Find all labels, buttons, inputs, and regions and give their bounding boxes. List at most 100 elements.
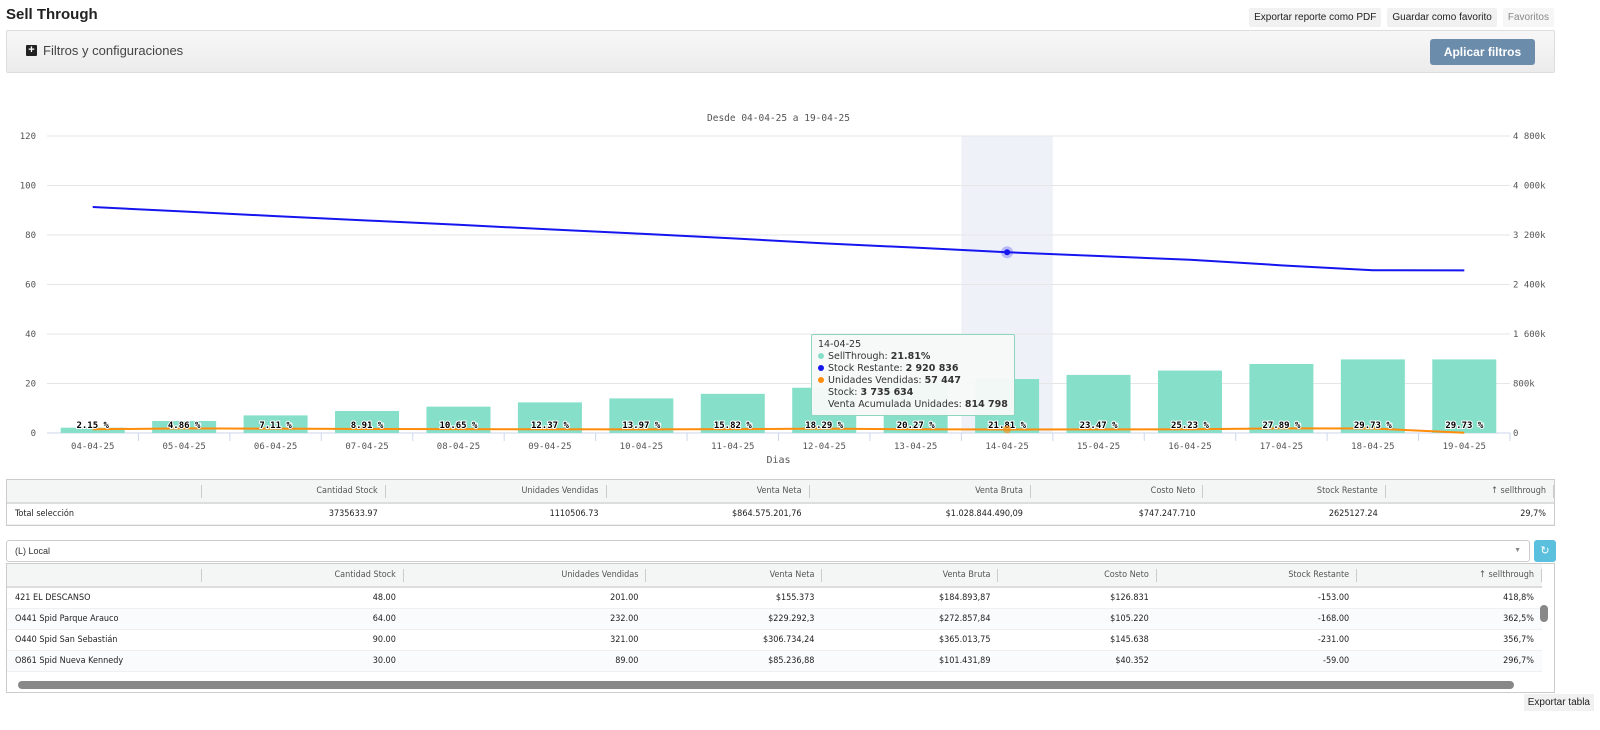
column-header[interactable]: Venta Bruta [809, 480, 1031, 504]
column-header[interactable]: Venta Neta [606, 480, 810, 504]
units-hover-point [1003, 425, 1012, 434]
x-axis-title: Dias [766, 455, 790, 466]
apply-filters-button[interactable]: Aplicar filtros [1430, 39, 1535, 65]
sellthrough-bar [1157, 370, 1222, 433]
right-tick-label: 3 200k [1513, 231, 1546, 241]
column-header[interactable]: ↑ sellthrough [1357, 564, 1542, 588]
x-tick-label: 19-04-25 [1443, 442, 1486, 452]
bar-data-label: 29.73 % [1445, 421, 1484, 431]
favorites-button[interactable]: Favoritos [1502, 8, 1554, 27]
vertical-scrollbar[interactable] [1540, 605, 1548, 622]
x-tick-label: 13-04-25 [894, 442, 937, 452]
sellthrough-bar [335, 410, 400, 433]
column-header[interactable]: Stock Restante [1156, 564, 1358, 588]
table-cell: $145.638 [998, 629, 1157, 651]
group-select[interactable]: (L) Local ▼ [6, 540, 1530, 562]
x-tick-label: 09-04-25 [528, 442, 571, 452]
table-row[interactable]: O440 Spid San Sebastián 90.00 321.00 $306.7… [7, 629, 1542, 651]
bar-data-label: 8.91 % [351, 421, 384, 431]
horizontal-scrollbar[interactable] [18, 681, 1514, 689]
column-header[interactable]: Cantidad Stock [202, 480, 386, 504]
tooltip-label: Unidades Vendidas: [828, 375, 925, 386]
bar-data-label: 2.15 % [76, 421, 109, 431]
right-tick-label: 4 000k [1513, 182, 1546, 192]
right-tick-label: 2 400k [1513, 281, 1546, 291]
table-cell: O861 Spid Nueva Kennedy [7, 650, 202, 672]
bar-data-label: 12.37 % [531, 421, 570, 431]
table-cell: 89.00 [403, 650, 647, 672]
column-header[interactable]: Venta Bruta [822, 564, 999, 588]
bar-data-label: 25.23 % [1171, 421, 1210, 431]
column-header[interactable]: Unidades Vendidas [403, 564, 647, 588]
chevron-down-icon: ▼ [1514, 547, 1521, 554]
save-favorite-button[interactable]: Guardar como favorito [1387, 8, 1497, 27]
table-cell: $105.220 [998, 608, 1157, 630]
right-tick-label: 0 [1513, 429, 1518, 439]
tooltip-label: SellThrough: [828, 351, 891, 362]
left-tick-label: 0 [31, 429, 36, 439]
column-header[interactable]: Costo Neto [998, 564, 1157, 588]
table-cell: $85.236,88 [646, 650, 823, 672]
left-tick-label: 100 [20, 182, 36, 192]
chart-title: Desde 04-04-25 a 19-04-25 [707, 113, 850, 124]
table-cell: $272.857,84 [822, 608, 999, 630]
tooltip-value: 57 447 [924, 375, 961, 386]
column-header[interactable]: ↑ sellthrough [1385, 480, 1554, 504]
left-tick-label: 40 [25, 330, 36, 340]
table-cell: 64.00 [202, 608, 404, 630]
column-header[interactable] [7, 564, 202, 588]
column-header-label: Venta Bruta [942, 570, 991, 580]
x-tick-label: 14-04-25 [985, 442, 1028, 452]
filters-panel: + Filtros y configuraciones Aplicar filtr… [6, 30, 1555, 73]
export-pdf-button[interactable]: Exportar reporte como PDF [1249, 8, 1382, 27]
column-header-label: Venta Neta [756, 486, 802, 496]
x-tick-label: 07-04-25 [345, 442, 388, 452]
reset-button[interactable]: ↻ [1534, 540, 1556, 562]
column-header-label: Cantidad Stock [316, 486, 378, 496]
table-cell: 418,8% [1357, 587, 1542, 609]
table-cell: -59.00 [1156, 650, 1358, 672]
sellthrough-bar [1066, 374, 1131, 433]
right-tick-label: 4 800k [1513, 132, 1546, 142]
column-header[interactable]: Stock Restante [1203, 480, 1386, 504]
x-tick-label: 06-04-25 [254, 442, 297, 452]
table-cell: 232.00 [403, 608, 647, 630]
x-tick-label: 17-04-25 [1260, 442, 1303, 452]
x-tick-label: 15-04-25 [1077, 442, 1120, 452]
tooltip-value: 21.81% [890, 351, 931, 362]
table-cell: $155.373 [646, 587, 823, 609]
table-cell: 48.00 [202, 587, 404, 609]
detail-table: Cantidad Stock Unidades Vendidas Venta Net… [6, 563, 1555, 693]
tooltip-label: Stock: [828, 387, 861, 398]
sellthrough-dot-icon [818, 353, 824, 359]
right-tick-label: 800k [1513, 380, 1535, 390]
tooltip-label: Venta Acumulada Unidades: [828, 399, 965, 410]
filters-toggle[interactable]: + Filtros y configuraciones [26, 43, 183, 58]
table-row[interactable]: 421 EL DESCANSO 48.00 201.00 $155.373 $184.8… [7, 587, 1542, 609]
summary-cell: 29,7% [1385, 503, 1554, 525]
group-select-value: (L) Local [15, 546, 51, 556]
left-tick-label: 80 [25, 231, 36, 241]
column-header[interactable]: Cantidad Stock [202, 564, 404, 588]
column-header[interactable] [7, 480, 202, 504]
table-cell: $101.431,89 [822, 650, 999, 672]
tooltip-date: 14-04-25 [818, 339, 862, 350]
table-row[interactable]: O441 Spid Parque Arauco 64.00 232.00 $229.2… [7, 608, 1542, 630]
column-header[interactable]: Costo Neto [1030, 480, 1204, 504]
column-header[interactable]: Venta Neta [646, 564, 823, 588]
export-table-button[interactable]: Exportar tabla [1523, 694, 1594, 711]
column-header-label: Venta Neta [769, 570, 815, 580]
bar-data-label: 13.97 % [622, 421, 661, 431]
summary-cell: 3735633.97 [202, 503, 386, 525]
sellthrough-bar [1249, 363, 1314, 433]
x-tick-label: 08-04-25 [437, 442, 480, 452]
table-cell: -168.00 [1156, 608, 1358, 630]
column-header[interactable]: Unidades Vendidas [385, 480, 607, 504]
column-header-label: Costo Neto [1150, 486, 1196, 496]
column-header-label: Stock Restante [1288, 570, 1350, 580]
undo-icon: ↻ [1540, 545, 1550, 557]
x-tick-label: 16-04-25 [1168, 442, 1211, 452]
column-header-label: ↑ sellthrough [1479, 570, 1534, 580]
table-row[interactable]: O861 Spid Nueva Kennedy 30.00 89.00 $85.236… [7, 650, 1542, 672]
column-header-label: Cantidad Stock [334, 570, 396, 580]
